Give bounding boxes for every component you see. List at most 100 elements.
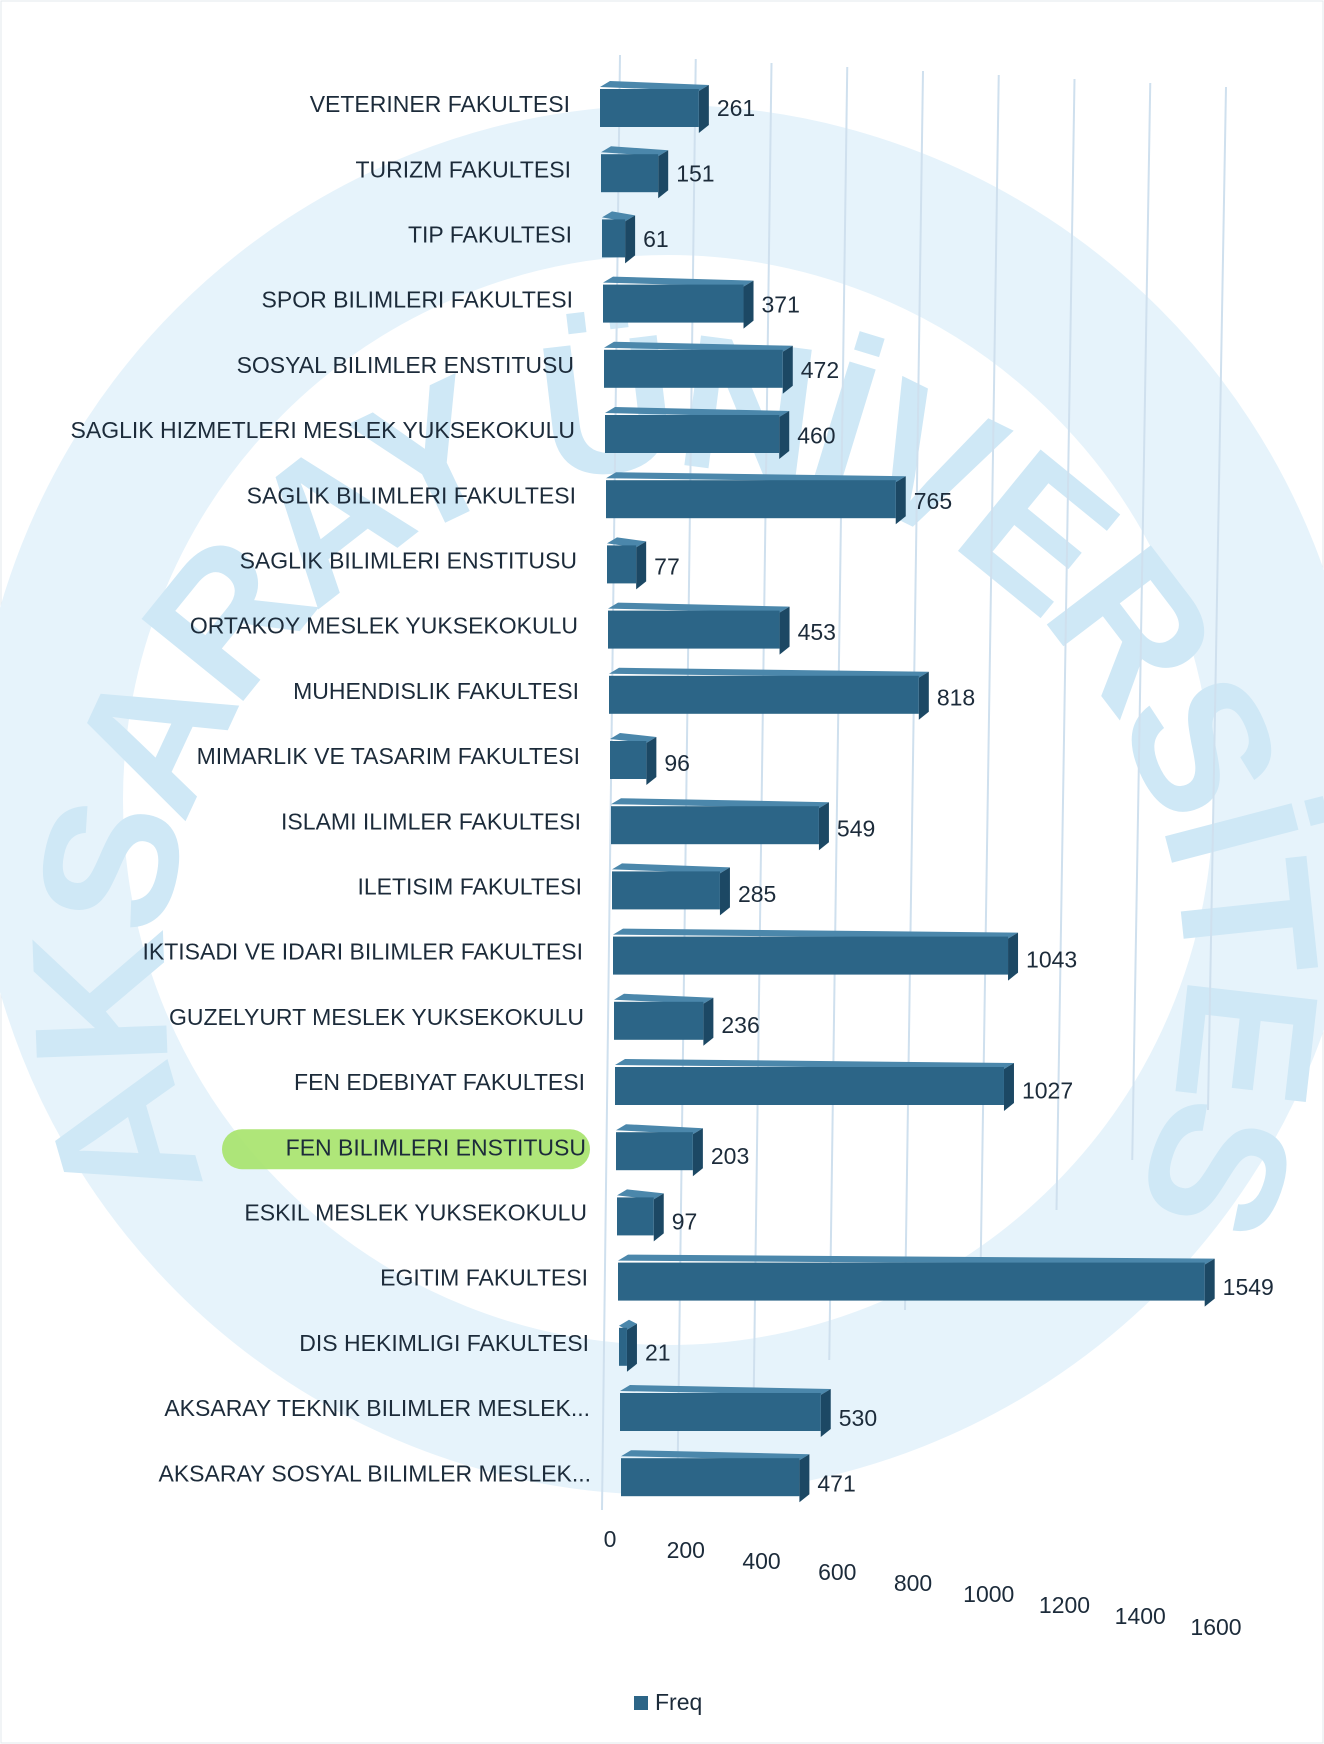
bar-side bbox=[782, 345, 793, 394]
bar-side bbox=[895, 476, 906, 525]
bar-side bbox=[743, 280, 754, 329]
bar-top bbox=[613, 928, 1019, 939]
bar-side bbox=[698, 85, 709, 133]
y-tick-label: DIS HEKIMLIGI FAKULTESI bbox=[299, 1330, 589, 1356]
legend-label: Freq bbox=[655, 1689, 702, 1715]
y-tick-label: SAGLIK HIZMETLERI MESLEK YUKSEKOKULU bbox=[71, 417, 575, 443]
bar-side bbox=[692, 1128, 703, 1177]
bar bbox=[607, 545, 637, 584]
bar-top bbox=[605, 407, 790, 417]
data-label: 236 bbox=[721, 1012, 759, 1038]
bar-side bbox=[626, 1323, 637, 1372]
bar-top bbox=[620, 1385, 831, 1395]
y-tick-label: ORTAKOY MESLEK YUKSEKOKULU bbox=[190, 613, 578, 639]
bar-side bbox=[799, 1454, 810, 1503]
data-label: 530 bbox=[839, 1405, 877, 1431]
bar-top bbox=[619, 1319, 637, 1330]
bar bbox=[621, 1458, 800, 1497]
y-tick-label: TIP FAKULTESI bbox=[408, 221, 572, 247]
data-label: 472 bbox=[801, 357, 839, 383]
bar-top bbox=[614, 993, 714, 1004]
bar-top bbox=[612, 863, 730, 874]
data-label: 818 bbox=[937, 685, 975, 711]
bar-side bbox=[1003, 1063, 1014, 1111]
bar bbox=[603, 284, 744, 323]
highlight bbox=[222, 1129, 590, 1170]
data-label: 765 bbox=[914, 488, 952, 514]
grid-line bbox=[1207, 86, 1227, 1111]
y-tick-label: ESKIL MESLEK YUKSEKOKULU bbox=[244, 1199, 587, 1225]
y-tick-label: MIMARLIK VE TASARIM FAKULTESI bbox=[197, 743, 580, 769]
bar-top bbox=[621, 1450, 810, 1461]
bar-side bbox=[658, 150, 669, 199]
data-label: 96 bbox=[664, 750, 690, 776]
data-label: 460 bbox=[797, 423, 835, 449]
y-tick-label: IKTISADI VE IDARI BILIMLER FAKULTESI bbox=[142, 939, 583, 965]
bar bbox=[620, 1393, 821, 1431]
bar-top bbox=[604, 341, 793, 352]
bar-top bbox=[602, 211, 636, 222]
data-label: 471 bbox=[817, 1471, 855, 1497]
x-tick-label: 200 bbox=[667, 1537, 705, 1563]
bar bbox=[602, 219, 626, 258]
data-label: 549 bbox=[837, 816, 875, 842]
bar-side bbox=[820, 1389, 831, 1437]
x-tick-label: 1000 bbox=[963, 1581, 1014, 1607]
y-tick-label: AKSARAY TEKNIK BILIMLER MESLEK... bbox=[164, 1395, 590, 1421]
x-tick-label: 600 bbox=[818, 1559, 856, 1585]
bar-side bbox=[779, 411, 790, 459]
x-tick-label: 0 bbox=[604, 1526, 617, 1552]
bar bbox=[614, 1001, 704, 1040]
y-tick-label: SOSYAL BILIMLER ENSTITUSU bbox=[237, 352, 574, 378]
bar bbox=[604, 349, 783, 388]
y-tick-label: FEN EDEBIYAT FAKULTESI bbox=[294, 1069, 585, 1095]
bar bbox=[612, 871, 720, 910]
bar-side bbox=[636, 541, 647, 590]
data-label: 261 bbox=[717, 95, 755, 121]
bar-top bbox=[618, 1254, 1215, 1265]
bar-side bbox=[646, 737, 657, 785]
bar bbox=[606, 480, 896, 519]
y-tick-label: GUZELYURT MESLEK YUKSEKOKULU bbox=[169, 1004, 584, 1030]
data-label: 1549 bbox=[1223, 1274, 1274, 1300]
y-tick-label: EGITIM FAKULTESI bbox=[380, 1265, 588, 1291]
x-tick-label: 1600 bbox=[1190, 1614, 1241, 1640]
data-label: 285 bbox=[738, 881, 776, 907]
bar-side bbox=[1008, 932, 1019, 981]
y-tick-label: AKSARAY SOSYAL BILIMLER MESLEK... bbox=[159, 1460, 592, 1486]
bar bbox=[608, 610, 780, 649]
bar-top bbox=[610, 733, 657, 743]
x-tick-label: 1400 bbox=[1115, 1603, 1166, 1629]
y-tick-label: VETERINER FAKULTESI bbox=[310, 91, 570, 117]
legend-swatch bbox=[634, 1696, 648, 1710]
x-tick-label: 1200 bbox=[1039, 1592, 1090, 1618]
bar-top bbox=[607, 537, 647, 548]
y-tick-label: TURIZM FAKULTESI bbox=[355, 156, 571, 182]
bar bbox=[616, 1132, 693, 1171]
bar-top bbox=[608, 602, 790, 613]
bar-side bbox=[1204, 1258, 1215, 1307]
bar bbox=[613, 936, 1009, 975]
bar bbox=[611, 806, 819, 845]
bar-side bbox=[818, 802, 829, 851]
bar bbox=[618, 1262, 1205, 1301]
y-tick-label: SPOR BILIMLERI FAKULTESI bbox=[262, 287, 573, 313]
y-tick-label: SAGLIK BILIMLERI ENSTITUSU bbox=[240, 547, 577, 573]
bar-side bbox=[779, 606, 790, 655]
y-tick-label: SAGLIK BILIMLERI FAKULTESI bbox=[247, 482, 576, 508]
data-label: 1043 bbox=[1026, 947, 1077, 973]
grid-line bbox=[979, 74, 1000, 1261]
bar-side bbox=[719, 867, 730, 916]
data-label: 453 bbox=[798, 619, 836, 645]
grid-line bbox=[1055, 78, 1076, 1211]
bar-top bbox=[611, 798, 829, 809]
bar bbox=[600, 89, 699, 127]
bar-side bbox=[703, 997, 714, 1046]
bar-top bbox=[603, 276, 754, 287]
bar bbox=[605, 415, 780, 453]
data-label: 97 bbox=[672, 1209, 698, 1235]
data-label: 77 bbox=[654, 554, 680, 580]
data-label: 61 bbox=[643, 226, 669, 252]
bar bbox=[610, 741, 647, 779]
